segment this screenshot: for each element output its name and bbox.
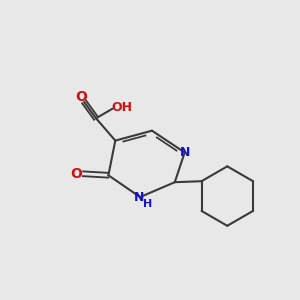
Text: O: O [70, 167, 83, 181]
Text: OH: OH [112, 101, 133, 114]
Text: N: N [134, 190, 144, 204]
Text: O: O [75, 90, 87, 104]
Text: H: H [143, 200, 152, 209]
Text: N: N [179, 146, 190, 159]
